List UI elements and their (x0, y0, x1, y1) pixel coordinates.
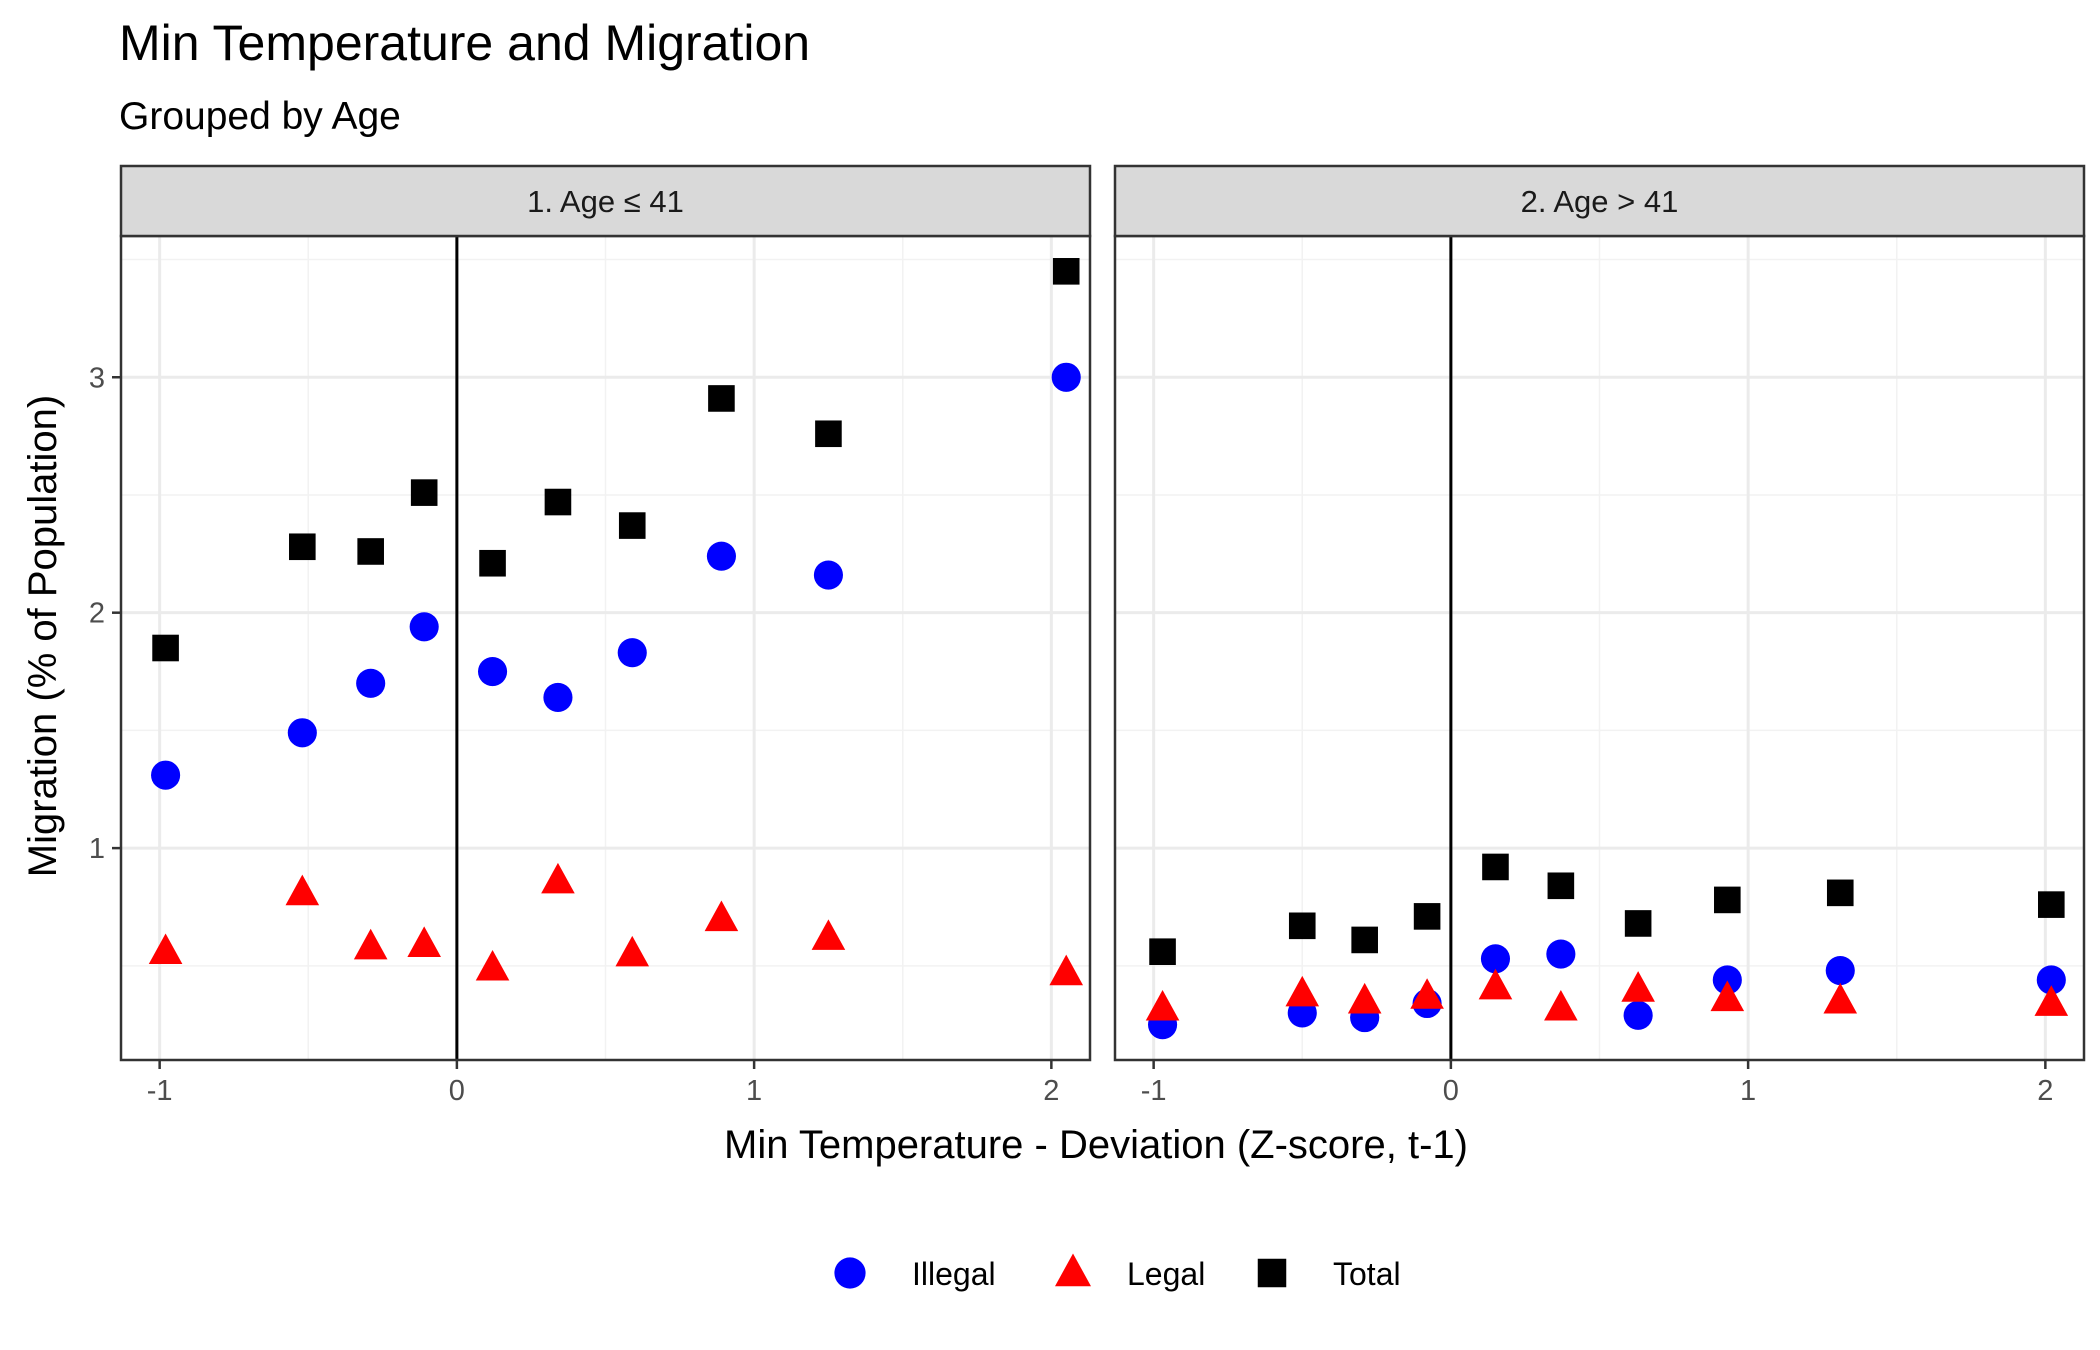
legend-item-legal: Legal (1055, 1253, 1205, 1292)
point-total (357, 538, 384, 565)
facet-label: 2. Age > 41 (1521, 184, 1679, 219)
facet-strip (119, 164, 1092, 238)
point-legal (811, 919, 846, 950)
point-total (1547, 872, 1575, 900)
panel-2: 2. Age > 41 -1 0 1 2 (1113, 164, 2086, 1107)
point-total (1826, 879, 1854, 907)
legend-label: Total (1333, 1256, 1401, 1292)
chart-subtitle: Grouped by Age (119, 95, 401, 138)
point-illegal (813, 560, 843, 590)
x-tick-label: 0 (1443, 1075, 1459, 1107)
point-total (2038, 891, 2065, 918)
point-illegal (1623, 1000, 1653, 1030)
legend-key-legal (1055, 1253, 1091, 1287)
legend-item-illegal: Illegal (834, 1256, 996, 1292)
point-illegal (1480, 944, 1511, 974)
facet-strip (1113, 164, 2086, 238)
y-tick-label: 2 (89, 598, 105, 630)
y-axis-title: Migration (% of Population) (21, 395, 65, 877)
point-total (1351, 926, 1378, 954)
x-tick-label: 2 (1043, 1075, 1059, 1107)
point-legal (1478, 968, 1513, 1000)
point-legal (1285, 975, 1320, 1007)
x-tick-label: -1 (1141, 1075, 1167, 1107)
x-axis-title: Min Temperature - Deviation (Z-score, t-… (724, 1123, 1468, 1167)
legend-label: Illegal (912, 1256, 996, 1292)
point-total (289, 533, 316, 561)
point-legal (1823, 982, 1858, 1014)
points (1145, 853, 2069, 1040)
point-legal (1544, 989, 1578, 1021)
point-legal (148, 933, 183, 965)
gridlines (1115, 236, 2084, 1060)
point-illegal (2036, 965, 2066, 995)
panel-1: 1. Age ≤ 41 -1 0 1 2 1 2 3 (89, 164, 1092, 1107)
point-illegal (543, 682, 573, 712)
point-illegal (1712, 965, 1742, 995)
point-legal (1145, 989, 1180, 1021)
legend: Illegal Legal Total (834, 1253, 1401, 1292)
point-total (708, 385, 735, 412)
point-total (152, 634, 179, 662)
chart-title: Min Temperature and Migration (119, 15, 810, 71)
point-total (544, 488, 572, 516)
point-legal (1347, 982, 1382, 1014)
point-legal (2034, 985, 2069, 1016)
x-tick-label: 1 (746, 1075, 762, 1107)
point-illegal (1825, 955, 1855, 986)
point-total (1052, 258, 1080, 285)
point-legal (704, 900, 739, 932)
y-tick-label: 1 (89, 833, 105, 865)
x-tick-label: 2 (2037, 1075, 2053, 1107)
legend-label: Legal (1127, 1256, 1205, 1292)
point-legal (1410, 978, 1444, 1009)
points (148, 258, 1084, 986)
legend-item-total: Total (1257, 1256, 1401, 1292)
point-legal (615, 935, 650, 967)
legend-key-total (1257, 1258, 1287, 1288)
point-legal (475, 949, 510, 981)
point-total (410, 479, 438, 506)
point-total (1482, 853, 1509, 881)
panels: 1. Age ≤ 41 -1 0 1 2 1 2 3 2. Age > 41 -1 0 1 2 (89, 164, 2086, 1107)
point-illegal (477, 656, 508, 687)
point-illegal (356, 668, 386, 698)
x-tick-label: 0 (449, 1075, 465, 1107)
point-total (815, 420, 842, 448)
point-legal (1049, 954, 1084, 986)
point-total (1624, 910, 1652, 937)
point-total (479, 549, 506, 577)
point-total (1413, 903, 1441, 930)
point-illegal (151, 760, 181, 790)
point-illegal (409, 612, 439, 642)
point-total (618, 512, 646, 539)
point-illegal (287, 718, 317, 748)
point-illegal (706, 541, 736, 571)
point-legal (353, 928, 388, 960)
point-total (1714, 886, 1741, 914)
y-tick-label: 3 (89, 362, 105, 394)
point-legal (407, 926, 441, 957)
point-illegal (1546, 939, 1576, 969)
point-legal (285, 874, 320, 906)
x-tick-label: -1 (147, 1075, 173, 1107)
x-tick-label: 1 (1740, 1075, 1756, 1107)
point-total (1149, 938, 1176, 966)
point-illegal (617, 638, 647, 668)
legend-key-illegal (834, 1257, 866, 1289)
point-legal (1621, 971, 1655, 1002)
facet-label: 1. Age ≤ 41 (527, 184, 684, 219)
point-illegal (1051, 362, 1081, 392)
point-legal (1710, 980, 1745, 1012)
point-legal (541, 862, 575, 894)
point-total (1288, 912, 1316, 940)
